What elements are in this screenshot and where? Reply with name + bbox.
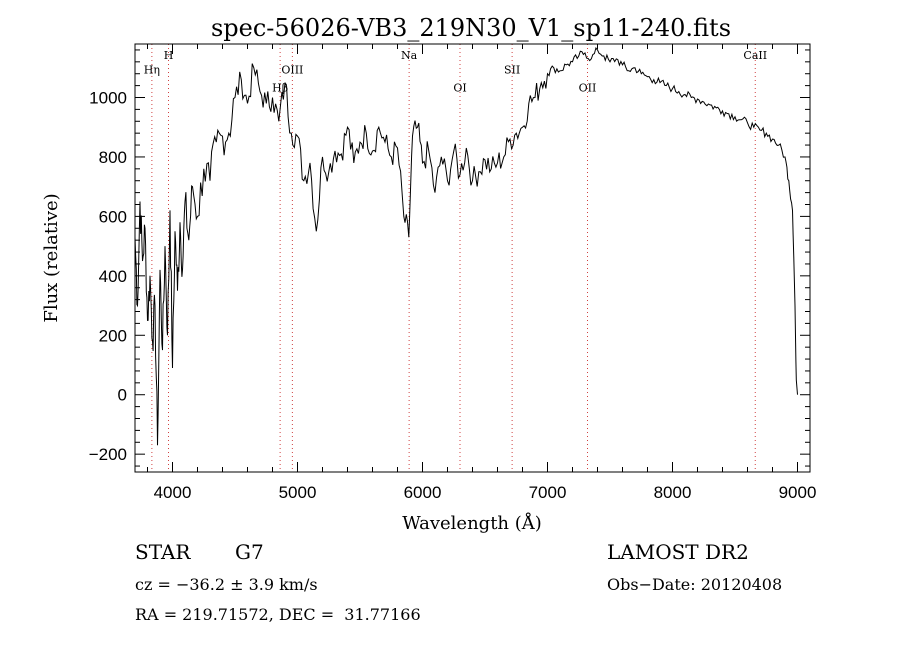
survey-name: LAMOST DR2 — [607, 540, 749, 564]
spectrum-line — [134, 46, 798, 446]
spectral-line-label: SII — [504, 64, 520, 77]
axis-ticks: 4000 5000 6000 7000 8000 9000 −200 0 200 400 600 80… — [89, 44, 817, 502]
spectral-line-label: Na — [401, 49, 418, 62]
y-tick-label: 200 — [99, 326, 127, 345]
spectrum-chart: spec-56026-VB3_219N30_V1_sp11-240.fits 4… — [41, 14, 817, 534]
y-tick-label: 0 — [118, 386, 127, 405]
coordinates: RA = 219.71572, DEC = 31.77166 — [135, 605, 421, 624]
x-tick-label: 8000 — [654, 483, 692, 502]
spectral-line-markers — [151, 44, 756, 472]
x-tick-label: 9000 — [779, 483, 817, 502]
x-tick-label: 7000 — [529, 483, 567, 502]
spectral-line-label: CaII — [743, 49, 767, 62]
spectral-line-labels: Hη H OIII Hβ Na OI SII OII CaII — [144, 49, 767, 95]
redshift-velocity: cz = −36.2 ± 3.9 km/s — [135, 575, 318, 594]
y-axis-label: Flux (relative) — [41, 193, 62, 322]
chart-title: spec-56026-VB3_219N30_V1_sp11-240.fits — [211, 14, 731, 42]
y-tick-label: 400 — [99, 267, 127, 286]
x-tick-label: 5000 — [279, 483, 317, 502]
spectral-line-label: H — [164, 49, 174, 62]
plot-frame — [134, 43, 811, 473]
spectral-line-label: OII — [579, 82, 597, 95]
spectral-line-label: Hβ — [272, 82, 288, 95]
x-axis-label: Wavelength (Å) — [402, 512, 542, 534]
object-subclass: G7 — [235, 540, 264, 564]
y-tick-label: 1000 — [89, 89, 127, 108]
spectral-line-label: OIII — [281, 64, 303, 77]
x-tick-label: 4000 — [154, 483, 192, 502]
y-tick-label: −200 — [89, 445, 127, 464]
observation-date: Obs−Date: 20120408 — [607, 575, 783, 594]
spectral-line-label: Hη — [144, 64, 160, 77]
y-tick-label: 600 — [99, 207, 127, 226]
spectral-line-label: OI — [453, 82, 466, 95]
x-tick-label: 6000 — [404, 483, 442, 502]
y-tick-label: 800 — [99, 148, 127, 167]
object-class: STAR — [135, 540, 191, 564]
